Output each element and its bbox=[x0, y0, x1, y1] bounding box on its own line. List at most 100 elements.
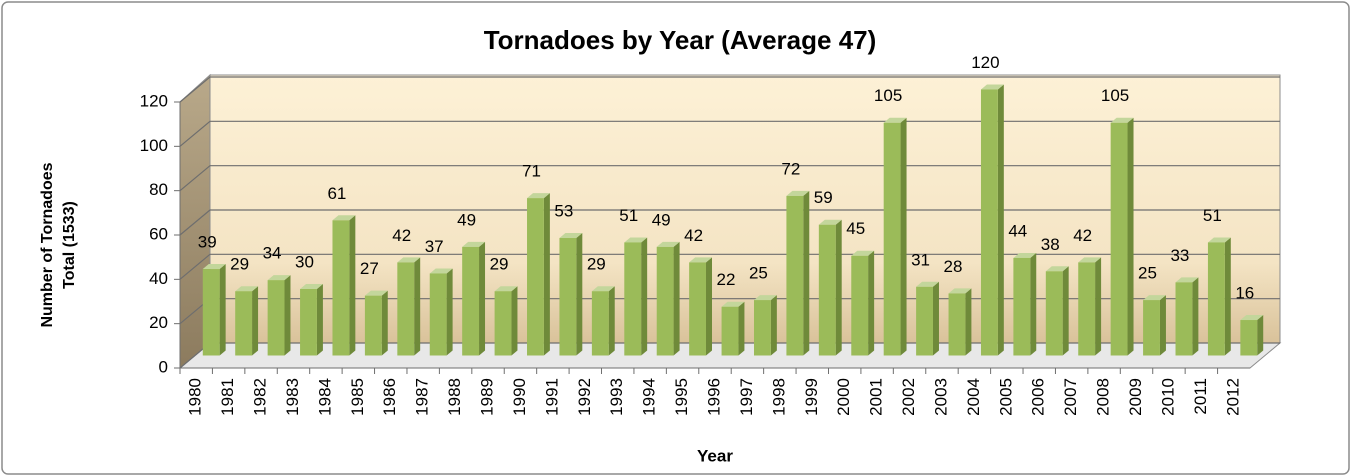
data-label: 72 bbox=[781, 159, 800, 178]
bar bbox=[689, 262, 707, 356]
grid-line bbox=[179, 120, 1280, 147]
bar bbox=[462, 246, 480, 356]
bar-top bbox=[1110, 117, 1134, 123]
bar bbox=[1175, 282, 1193, 356]
bar bbox=[656, 246, 674, 356]
bar bbox=[429, 273, 447, 356]
bar-side bbox=[479, 241, 486, 356]
data-label: 22 bbox=[717, 270, 736, 289]
bar bbox=[916, 286, 933, 356]
bar bbox=[591, 291, 609, 356]
bar-side bbox=[1095, 257, 1102, 356]
x-tick-label: 2010 bbox=[1158, 378, 1177, 416]
bar bbox=[300, 289, 317, 356]
bar-top bbox=[559, 233, 583, 239]
x-tick-label: 1985 bbox=[348, 378, 367, 416]
bar-top bbox=[624, 237, 648, 243]
bar-side bbox=[414, 257, 421, 356]
bar-top bbox=[397, 257, 421, 263]
x-tick-label: 2004 bbox=[964, 378, 983, 416]
data-label: 120 bbox=[971, 53, 999, 72]
data-label: 37 bbox=[425, 237, 444, 256]
bar-side bbox=[349, 215, 356, 356]
data-label: 25 bbox=[1138, 264, 1157, 283]
bar-top bbox=[948, 288, 972, 294]
data-label: 29 bbox=[230, 255, 249, 274]
bar-side bbox=[868, 250, 875, 356]
data-label: 25 bbox=[749, 264, 768, 283]
x-tick-label: 1983 bbox=[283, 378, 302, 416]
bar bbox=[494, 291, 512, 356]
x-tick-label: 2011 bbox=[1191, 378, 1210, 415]
bar-side bbox=[673, 241, 680, 356]
x-tick-label: 1990 bbox=[510, 378, 529, 416]
bar-side bbox=[608, 286, 615, 356]
bar bbox=[1078, 262, 1096, 356]
y-tick-label: 100 bbox=[140, 136, 168, 155]
x-tick-label: 1996 bbox=[704, 378, 723, 416]
bar-top bbox=[689, 257, 713, 263]
y-axis-label: Number of Tornadoes bbox=[39, 162, 56, 327]
data-label: 44 bbox=[1008, 221, 1027, 240]
bar-top bbox=[591, 286, 615, 292]
bar-side bbox=[641, 237, 648, 356]
data-label: 29 bbox=[490, 255, 509, 274]
x-tick-label: 1982 bbox=[251, 378, 270, 416]
bar-side bbox=[219, 264, 226, 356]
x-tick-label: 1984 bbox=[315, 378, 334, 416]
x-tick-label: 2008 bbox=[1094, 378, 1113, 416]
bar-side bbox=[900, 117, 907, 356]
bar-top bbox=[916, 281, 939, 287]
bar-top bbox=[267, 275, 291, 281]
y-tick-label: 80 bbox=[149, 180, 168, 199]
bar bbox=[948, 293, 966, 356]
bar bbox=[1013, 257, 1031, 356]
x-tick-label: 2002 bbox=[899, 378, 918, 416]
bar-top bbox=[235, 286, 259, 292]
y-tick-label: 40 bbox=[149, 269, 168, 288]
data-label: 49 bbox=[652, 210, 671, 229]
x-tick-label: 1987 bbox=[413, 378, 432, 416]
x-tick-label: 2000 bbox=[834, 378, 853, 416]
data-label: 105 bbox=[874, 86, 902, 105]
data-label: 42 bbox=[684, 226, 703, 245]
bar-side bbox=[1159, 295, 1166, 356]
bar bbox=[332, 220, 350, 356]
x-tick-label: 1989 bbox=[478, 378, 497, 416]
data-label: 16 bbox=[1235, 284, 1254, 303]
data-label: 61 bbox=[327, 184, 346, 203]
bar-top bbox=[1240, 315, 1264, 321]
bar bbox=[1143, 300, 1160, 356]
bar bbox=[883, 122, 901, 356]
bar bbox=[851, 255, 869, 356]
bar-top bbox=[202, 264, 226, 270]
bar-side bbox=[1030, 252, 1037, 356]
data-label: 59 bbox=[814, 188, 833, 207]
data-label: 53 bbox=[554, 202, 573, 221]
x-tick-label: 2003 bbox=[931, 378, 950, 416]
data-label: 27 bbox=[360, 259, 379, 278]
bar-top bbox=[883, 117, 907, 123]
x-tick-label: 1995 bbox=[672, 378, 691, 416]
grid-line bbox=[179, 253, 1280, 280]
data-label: 38 bbox=[1041, 235, 1060, 254]
bar-top bbox=[429, 268, 453, 274]
x-tick-label: 1992 bbox=[575, 378, 594, 416]
data-label: 34 bbox=[263, 244, 282, 263]
bar-side bbox=[252, 286, 259, 356]
data-label: 42 bbox=[392, 226, 411, 245]
bar bbox=[397, 262, 415, 356]
data-label: 33 bbox=[1170, 246, 1189, 265]
bar-top bbox=[656, 241, 680, 247]
bar bbox=[624, 242, 642, 356]
bar bbox=[1240, 320, 1258, 356]
bar-top bbox=[753, 295, 777, 301]
x-tick-label: 1997 bbox=[737, 378, 756, 416]
bar bbox=[527, 198, 544, 356]
bar bbox=[818, 224, 836, 356]
bar bbox=[559, 238, 577, 356]
grid-line bbox=[179, 209, 1280, 236]
x-tick-label: 1980 bbox=[186, 378, 205, 416]
data-label: 51 bbox=[619, 206, 638, 225]
